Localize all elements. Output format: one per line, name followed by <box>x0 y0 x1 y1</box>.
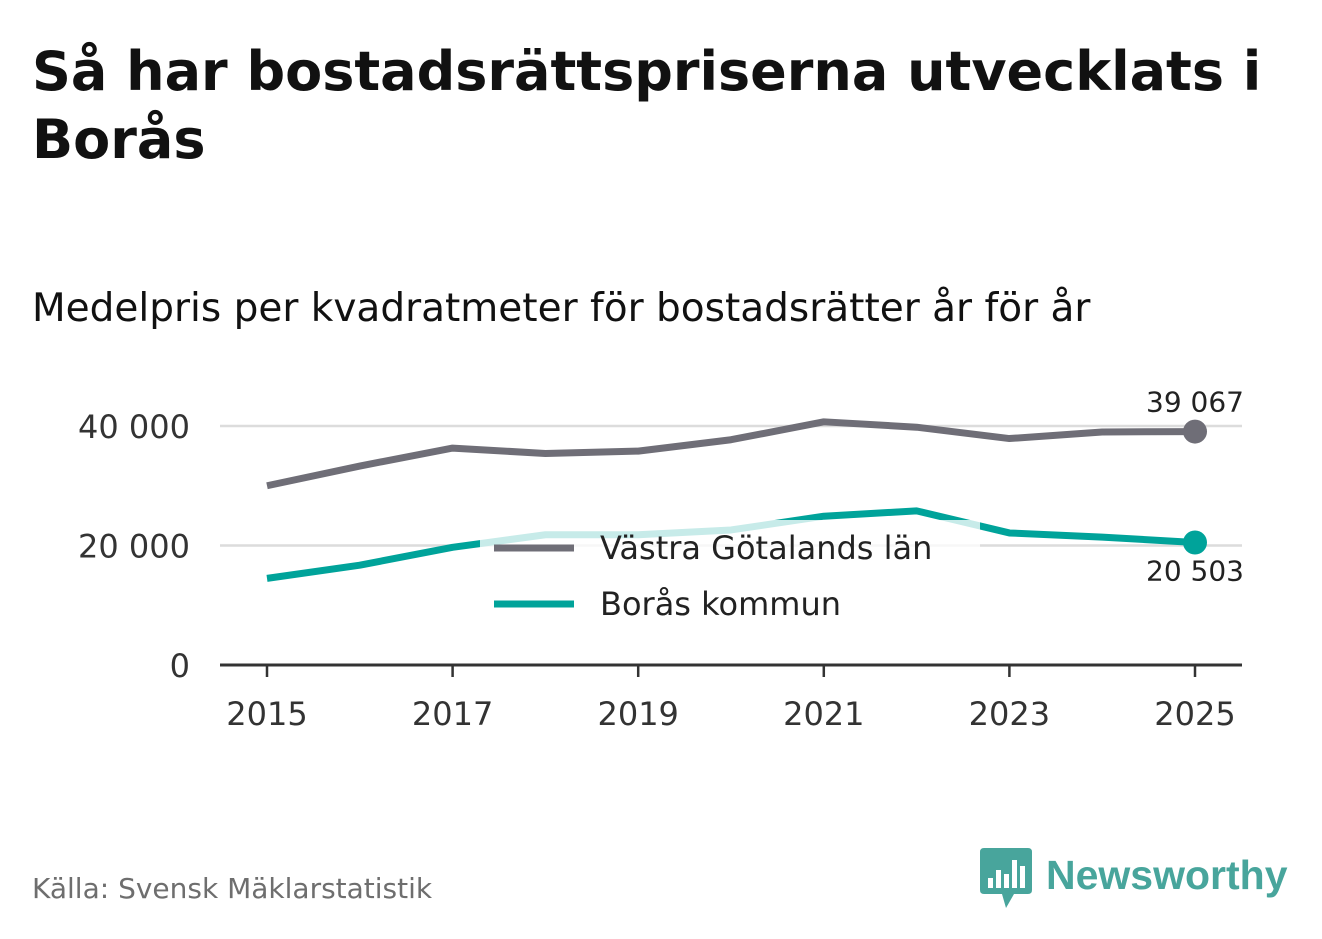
legend-label-1: Borås kommun <box>600 585 841 623</box>
series-end-point-1 <box>1183 530 1207 555</box>
x-tick-label: 2025 <box>1154 695 1235 733</box>
brand-logo: Newsworthy <box>980 848 1288 912</box>
x-tick-label: 2023 <box>969 695 1050 733</box>
chart-title: Så har bostadsrättspriserna utvecklats i… <box>32 40 1262 171</box>
series-end-label-1: 20 503 <box>1146 554 1244 587</box>
legend-backdrop <box>480 520 980 632</box>
brand-name: Newsworthy <box>1046 852 1288 898</box>
x-tick-label: 2015 <box>226 695 307 733</box>
y-tick-label: 40 000 <box>78 408 190 446</box>
series-end-label-0: 39 067 <box>1146 386 1244 419</box>
line-chart: 0 20 000 40 000 2015 2017 2019 2021 2023 2025 Vä… <box>78 386 1244 733</box>
y-tick-label: 0 <box>170 647 190 685</box>
series-line-0 <box>266 418 1196 490</box>
x-tick-label: 2021 <box>783 695 864 733</box>
y-tick-label: 20 000 <box>78 528 190 566</box>
series-end-point-0 <box>1183 419 1207 444</box>
source-note: Källa: Svensk Mäklarstatistik <box>32 872 433 905</box>
chart-subtitle: Medelpris per kvadratmeter för bostadsrä… <box>32 286 1091 331</box>
bar-chart-speech-bubble-icon <box>980 848 1032 908</box>
x-tick-label: 2019 <box>597 695 678 733</box>
legend-label-0: Västra Götalands län <box>600 529 932 567</box>
x-tick-label: 2017 <box>412 695 493 733</box>
